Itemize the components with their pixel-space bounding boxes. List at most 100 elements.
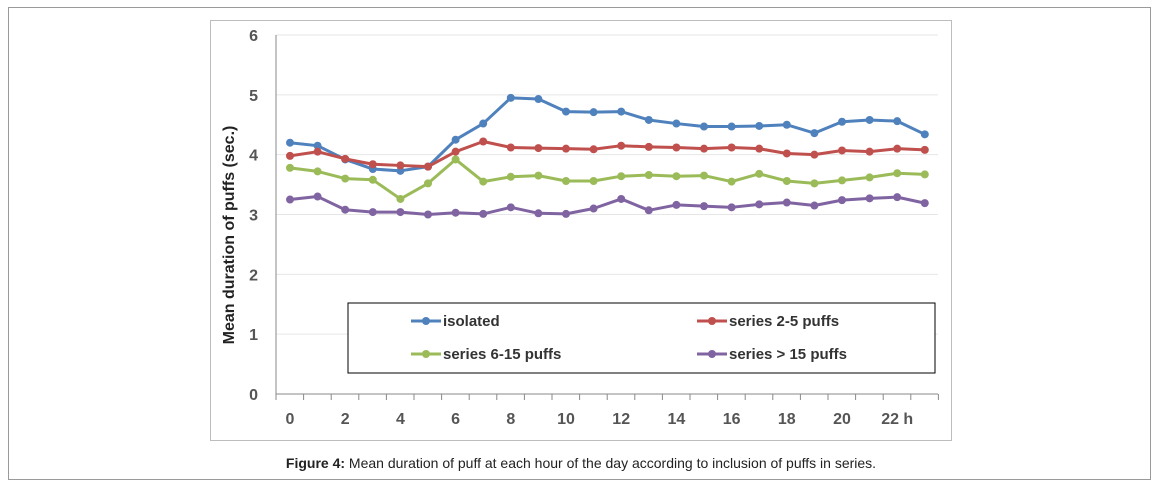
legend-label-1: series 2-5 puffs — [729, 313, 839, 330]
x-tick-label-22: 22 h — [881, 411, 913, 428]
data-point — [617, 107, 626, 116]
chart-area-frame — [210, 20, 952, 441]
data-point — [672, 200, 681, 209]
data-point — [479, 119, 488, 128]
x-tick-label-12: 12 — [612, 411, 630, 428]
legend-box — [347, 302, 936, 374]
data-point — [727, 203, 736, 212]
data-point — [341, 205, 350, 214]
x-tick-label-0: 0 — [286, 411, 295, 428]
data-point — [424, 210, 432, 219]
data-point — [727, 177, 736, 186]
y-tick-label-4: 4 — [249, 148, 258, 165]
data-point — [700, 171, 708, 180]
legend-label-3: series > 15 puffs — [729, 346, 847, 363]
data-point — [893, 117, 902, 126]
data-point — [313, 167, 322, 176]
series-line-1 — [289, 140, 925, 169]
data-point — [534, 95, 543, 104]
x-tick-label-6: 6 — [451, 411, 460, 428]
data-point — [313, 147, 322, 156]
data-point — [893, 144, 902, 153]
data-point — [506, 143, 515, 152]
data-point — [810, 201, 819, 210]
data-point — [782, 198, 791, 207]
data-point — [534, 144, 543, 153]
data-point — [451, 155, 460, 164]
data-point — [672, 172, 681, 181]
data-point — [451, 135, 460, 144]
data-point — [396, 208, 405, 217]
data-point — [451, 147, 460, 156]
data-point — [782, 149, 791, 158]
y-tick-label-6: 6 — [249, 28, 258, 45]
x-tick-label-8: 8 — [506, 411, 515, 428]
legend-marker-0 — [422, 317, 430, 325]
x-tick-label-2: 2 — [341, 411, 350, 428]
data-point — [755, 144, 764, 153]
data-point — [506, 93, 515, 102]
data-point — [396, 161, 405, 170]
data-point — [286, 138, 294, 147]
data-point — [534, 171, 543, 180]
figure-frame — [8, 7, 1151, 480]
x-tick-label-14: 14 — [668, 411, 686, 428]
y-tick-label-3: 3 — [249, 208, 258, 225]
data-point — [810, 179, 819, 188]
data-point — [506, 172, 515, 181]
y-tick-label-0: 0 — [249, 387, 258, 404]
caption-label: Figure 4: — [285, 455, 346, 471]
data-point — [286, 151, 294, 160]
data-point — [838, 117, 846, 126]
data-point — [700, 122, 708, 131]
data-point — [562, 107, 570, 116]
series-lines — [286, 93, 929, 219]
legend-marker-1 — [708, 317, 716, 325]
x-tick-label-20: 20 — [833, 411, 851, 428]
y-tick-label-1: 1 — [249, 327, 258, 344]
data-point — [479, 137, 488, 146]
data-point — [451, 208, 460, 217]
series-line-0 — [289, 96, 926, 173]
series-line-3 — [289, 195, 926, 216]
data-point — [286, 195, 294, 204]
data-point — [865, 147, 874, 156]
data-point — [644, 142, 653, 151]
data-point — [286, 163, 294, 172]
data-point — [838, 176, 846, 185]
data-point — [865, 173, 874, 182]
data-point — [920, 170, 929, 179]
data-point — [396, 194, 405, 203]
data-point — [810, 129, 819, 138]
data-point — [782, 120, 791, 129]
caption-text: Mean duration of puff at each hour of th… — [345, 455, 877, 471]
data-point — [341, 174, 350, 183]
data-point — [589, 204, 598, 213]
y-tick-label-5: 5 — [249, 88, 258, 105]
legend: isolated series 2-5 puffs series 6-15 puff… — [411, 313, 847, 363]
data-point — [700, 144, 708, 153]
data-point — [838, 196, 846, 205]
data-point — [755, 200, 764, 209]
data-point — [644, 115, 653, 124]
data-point — [893, 169, 902, 178]
data-point — [479, 177, 488, 186]
data-point — [341, 154, 350, 163]
legend-marker-2 — [422, 350, 430, 358]
data-point — [479, 209, 488, 218]
data-point — [313, 192, 322, 201]
data-point — [810, 150, 819, 159]
data-point — [368, 208, 377, 217]
y-tick-label-2: 2 — [249, 267, 258, 284]
data-point — [589, 108, 598, 117]
data-point — [727, 122, 736, 131]
data-point — [782, 176, 791, 185]
data-point — [617, 172, 626, 181]
x-tick-label-4: 4 — [396, 411, 405, 428]
x-axis-ticks: 0 2 4 6 8 10 12 14 16 18 20 22 h — [275, 394, 939, 428]
data-point — [644, 206, 653, 215]
data-point — [617, 194, 626, 203]
data-point — [562, 209, 570, 218]
data-point — [700, 202, 708, 211]
data-point — [672, 143, 681, 152]
